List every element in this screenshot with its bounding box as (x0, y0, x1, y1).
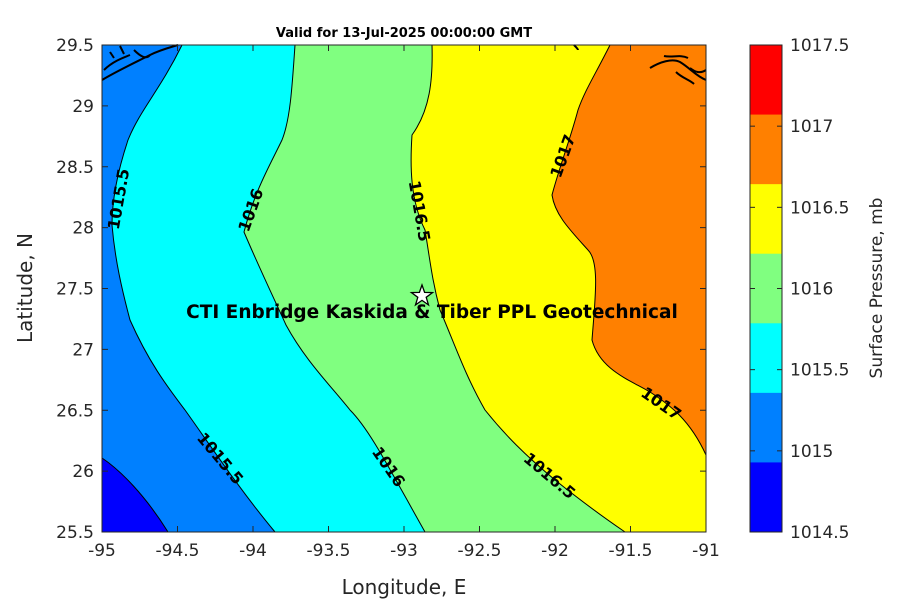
colorbar-segment (750, 462, 782, 533)
band-1015-5 (112, 45, 425, 532)
y-axis-ticks: 25.5 26 26.5 27 27.5 28 28.5 29 29.5 (56, 36, 706, 543)
x-tick-label: -91 (692, 541, 720, 561)
colorbar-tick-label: 1017 (790, 117, 833, 137)
colorbar-segment (750, 184, 782, 255)
colorbar-tick-label: 1017.5 (790, 36, 849, 56)
y-tick-label: 29.5 (56, 36, 94, 56)
coastline-west-islands (103, 45, 151, 71)
x-tick-label: -94 (239, 541, 267, 561)
colorbar-segment (750, 45, 782, 116)
y-tick-label: 26.5 (56, 401, 94, 421)
colorbar-segment (750, 253, 782, 324)
colorbar-tick-label: 1015.5 (790, 361, 849, 381)
x-axis-ticks: -95 -94.5 -94 -93.5 -93 -92.5 -92 -91.5 -91 (88, 45, 720, 561)
colorbar-segment (750, 323, 782, 394)
x-tick-label: -91.5 (609, 541, 653, 561)
coastline (101, 44, 707, 85)
colorbar-tick-label: 1016 (790, 280, 833, 300)
y-tick-label: 27.5 (56, 280, 94, 300)
band-1014-5 (102, 458, 168, 532)
x-tick-label: -95 (88, 541, 116, 561)
band-1015 (102, 45, 275, 532)
coastline-east (649, 55, 707, 85)
band-1017 (552, 45, 706, 455)
colorbar-segment (750, 392, 782, 463)
site-label: CTI Enbridge Kaskida & Tiber PPL Geotech… (186, 302, 678, 323)
contour-line-1015-5 (243, 44, 426, 533)
x-tick-label: -94.5 (156, 541, 200, 561)
contour-line-1016 (410, 44, 626, 533)
colorbar-segment (750, 114, 782, 185)
colorbar: 1014.5 1015 1015.5 1016 1016.5 1017 1017.5 (749, 36, 849, 543)
y-tick-label: 25.5 (56, 523, 94, 543)
map-title: Valid for 13-Jul-2025 00:00:00 GMT (276, 26, 532, 41)
contour-line-1015 (111, 44, 276, 533)
contour-line-1014-5 (101, 457, 169, 533)
coastline-fragment (573, 44, 579, 51)
band-1016-5 (411, 45, 706, 532)
x-tick-label: -93 (390, 541, 418, 561)
y-tick-label: 29 (72, 97, 94, 117)
colorbar-tick-label: 1015 (790, 442, 833, 462)
pressure-bands (102, 45, 706, 532)
contour-lines (101, 44, 707, 533)
colorbar-label: Surface Pressure, mb (867, 198, 887, 379)
colorbar-tick-label: 1016.5 (790, 198, 849, 218)
colorbar-tick-label: 1014.5 (790, 523, 849, 543)
y-tick-label: 26 (72, 462, 94, 482)
site-star-icon (409, 283, 435, 307)
contour-line-1016-5 (551, 44, 707, 456)
x-axis-label: Longitude, E (342, 575, 467, 599)
y-tick-label: 27 (72, 340, 94, 360)
y-axis-label: Latitude, N (13, 233, 37, 343)
x-tick-label: -93.5 (307, 541, 351, 561)
x-tick-label: -92.5 (458, 541, 502, 561)
y-tick-label: 28.5 (56, 158, 94, 178)
y-tick-label: 28 (72, 219, 94, 239)
x-tick-label: -92 (541, 541, 569, 561)
